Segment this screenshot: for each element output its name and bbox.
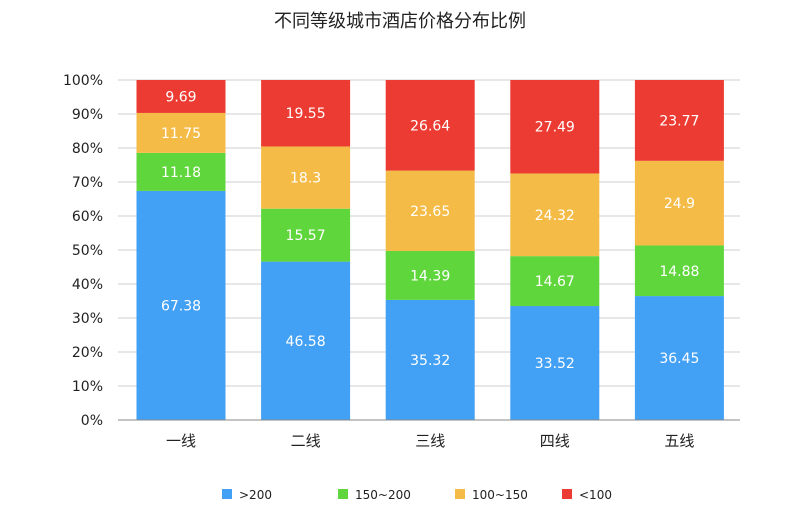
bar-segment [136, 80, 226, 113]
legend-label: <100 [579, 488, 612, 502]
y-tick-label: 50% [72, 243, 103, 259]
legend-swatch [222, 489, 232, 499]
legend-swatch [562, 489, 572, 499]
data-label: 24.9 [664, 196, 695, 212]
data-label: 24.32 [535, 208, 575, 224]
data-label: 33.52 [535, 356, 575, 372]
bar-segment [136, 112, 226, 153]
legend-item: 100~150 [455, 488, 528, 502]
x-tick-label: 四线 [540, 432, 570, 450]
y-tick-label: 80% [72, 141, 103, 157]
y-tick-label: 70% [72, 175, 103, 191]
legend-swatch [338, 489, 348, 499]
data-label: 27.49 [535, 120, 575, 136]
x-tick-label: 二线 [291, 432, 321, 450]
data-label: 14.88 [659, 264, 699, 280]
data-label: 67.38 [161, 298, 201, 314]
y-tick-label: 30% [72, 311, 103, 327]
data-label: 11.75 [161, 126, 201, 142]
x-tick-label: 一线 [166, 432, 196, 450]
x-tick-label: 三线 [415, 432, 445, 450]
bar-segment [634, 296, 724, 420]
y-tick-label: 20% [72, 345, 103, 361]
bar-segment [385, 80, 475, 171]
bar-segment [634, 160, 724, 246]
data-label: 36.45 [659, 351, 699, 367]
data-label: 9.69 [165, 89, 196, 105]
bar-segment [261, 146, 351, 209]
legend: >200 150~200 100~150 <100 [222, 488, 612, 502]
bar-segment [261, 208, 351, 262]
data-labels: 67.38 11.18 11.75 9.69 46.58 15.57 18.3 19.55 35… [161, 89, 699, 372]
data-label: 18.3 [290, 171, 321, 187]
legend-swatch [455, 489, 465, 499]
data-label: 46.58 [286, 334, 326, 350]
bar-segment [510, 173, 600, 257]
x-tick-label: 五线 [664, 432, 694, 450]
data-label: 15.57 [286, 228, 326, 244]
data-label: 23.65 [410, 204, 450, 220]
data-label: 14.67 [535, 274, 575, 290]
data-label: 19.55 [286, 106, 326, 122]
y-tick-label: 40% [72, 277, 103, 293]
bars [136, 80, 724, 420]
bar-segment [136, 152, 226, 191]
data-label: 35.32 [410, 353, 450, 369]
legend-item: >200 [222, 488, 272, 502]
bar-segment [510, 256, 600, 307]
bar-segment [510, 80, 600, 174]
bar-segment [634, 80, 724, 161]
x-axis-ticks: 一线 二线 三线 四线 五线 [166, 432, 694, 450]
y-tick-label: 10% [72, 379, 103, 395]
data-label: 23.77 [659, 113, 699, 129]
bar-segment [261, 80, 351, 147]
chart-title: 不同等级城市酒店价格分布比例 [274, 11, 526, 32]
legend-label: >200 [239, 488, 272, 502]
data-label: 26.64 [410, 118, 450, 134]
y-axis-ticks: 0% 10% 20% 30% 40% 50% 60% 70% 80% 90% 100% [63, 73, 103, 429]
bar-segment [136, 190, 226, 420]
bar-segment [385, 299, 475, 420]
y-tick-label: 100% [63, 73, 103, 89]
legend-item: <100 [562, 488, 612, 502]
bar-segment [634, 245, 724, 297]
y-tick-label: 60% [72, 209, 103, 225]
bar-segment [510, 306, 600, 420]
legend-label: 100~150 [472, 488, 528, 502]
bar-segment [385, 250, 475, 300]
data-label: 11.18 [161, 165, 201, 181]
data-label: 14.39 [410, 268, 450, 284]
bar-segment [261, 261, 351, 420]
bar-segment [385, 170, 475, 251]
legend-label: 150~200 [355, 488, 411, 502]
y-tick-label: 0% [81, 413, 103, 429]
legend-item: 150~200 [338, 488, 411, 502]
y-tick-label: 90% [72, 107, 103, 123]
